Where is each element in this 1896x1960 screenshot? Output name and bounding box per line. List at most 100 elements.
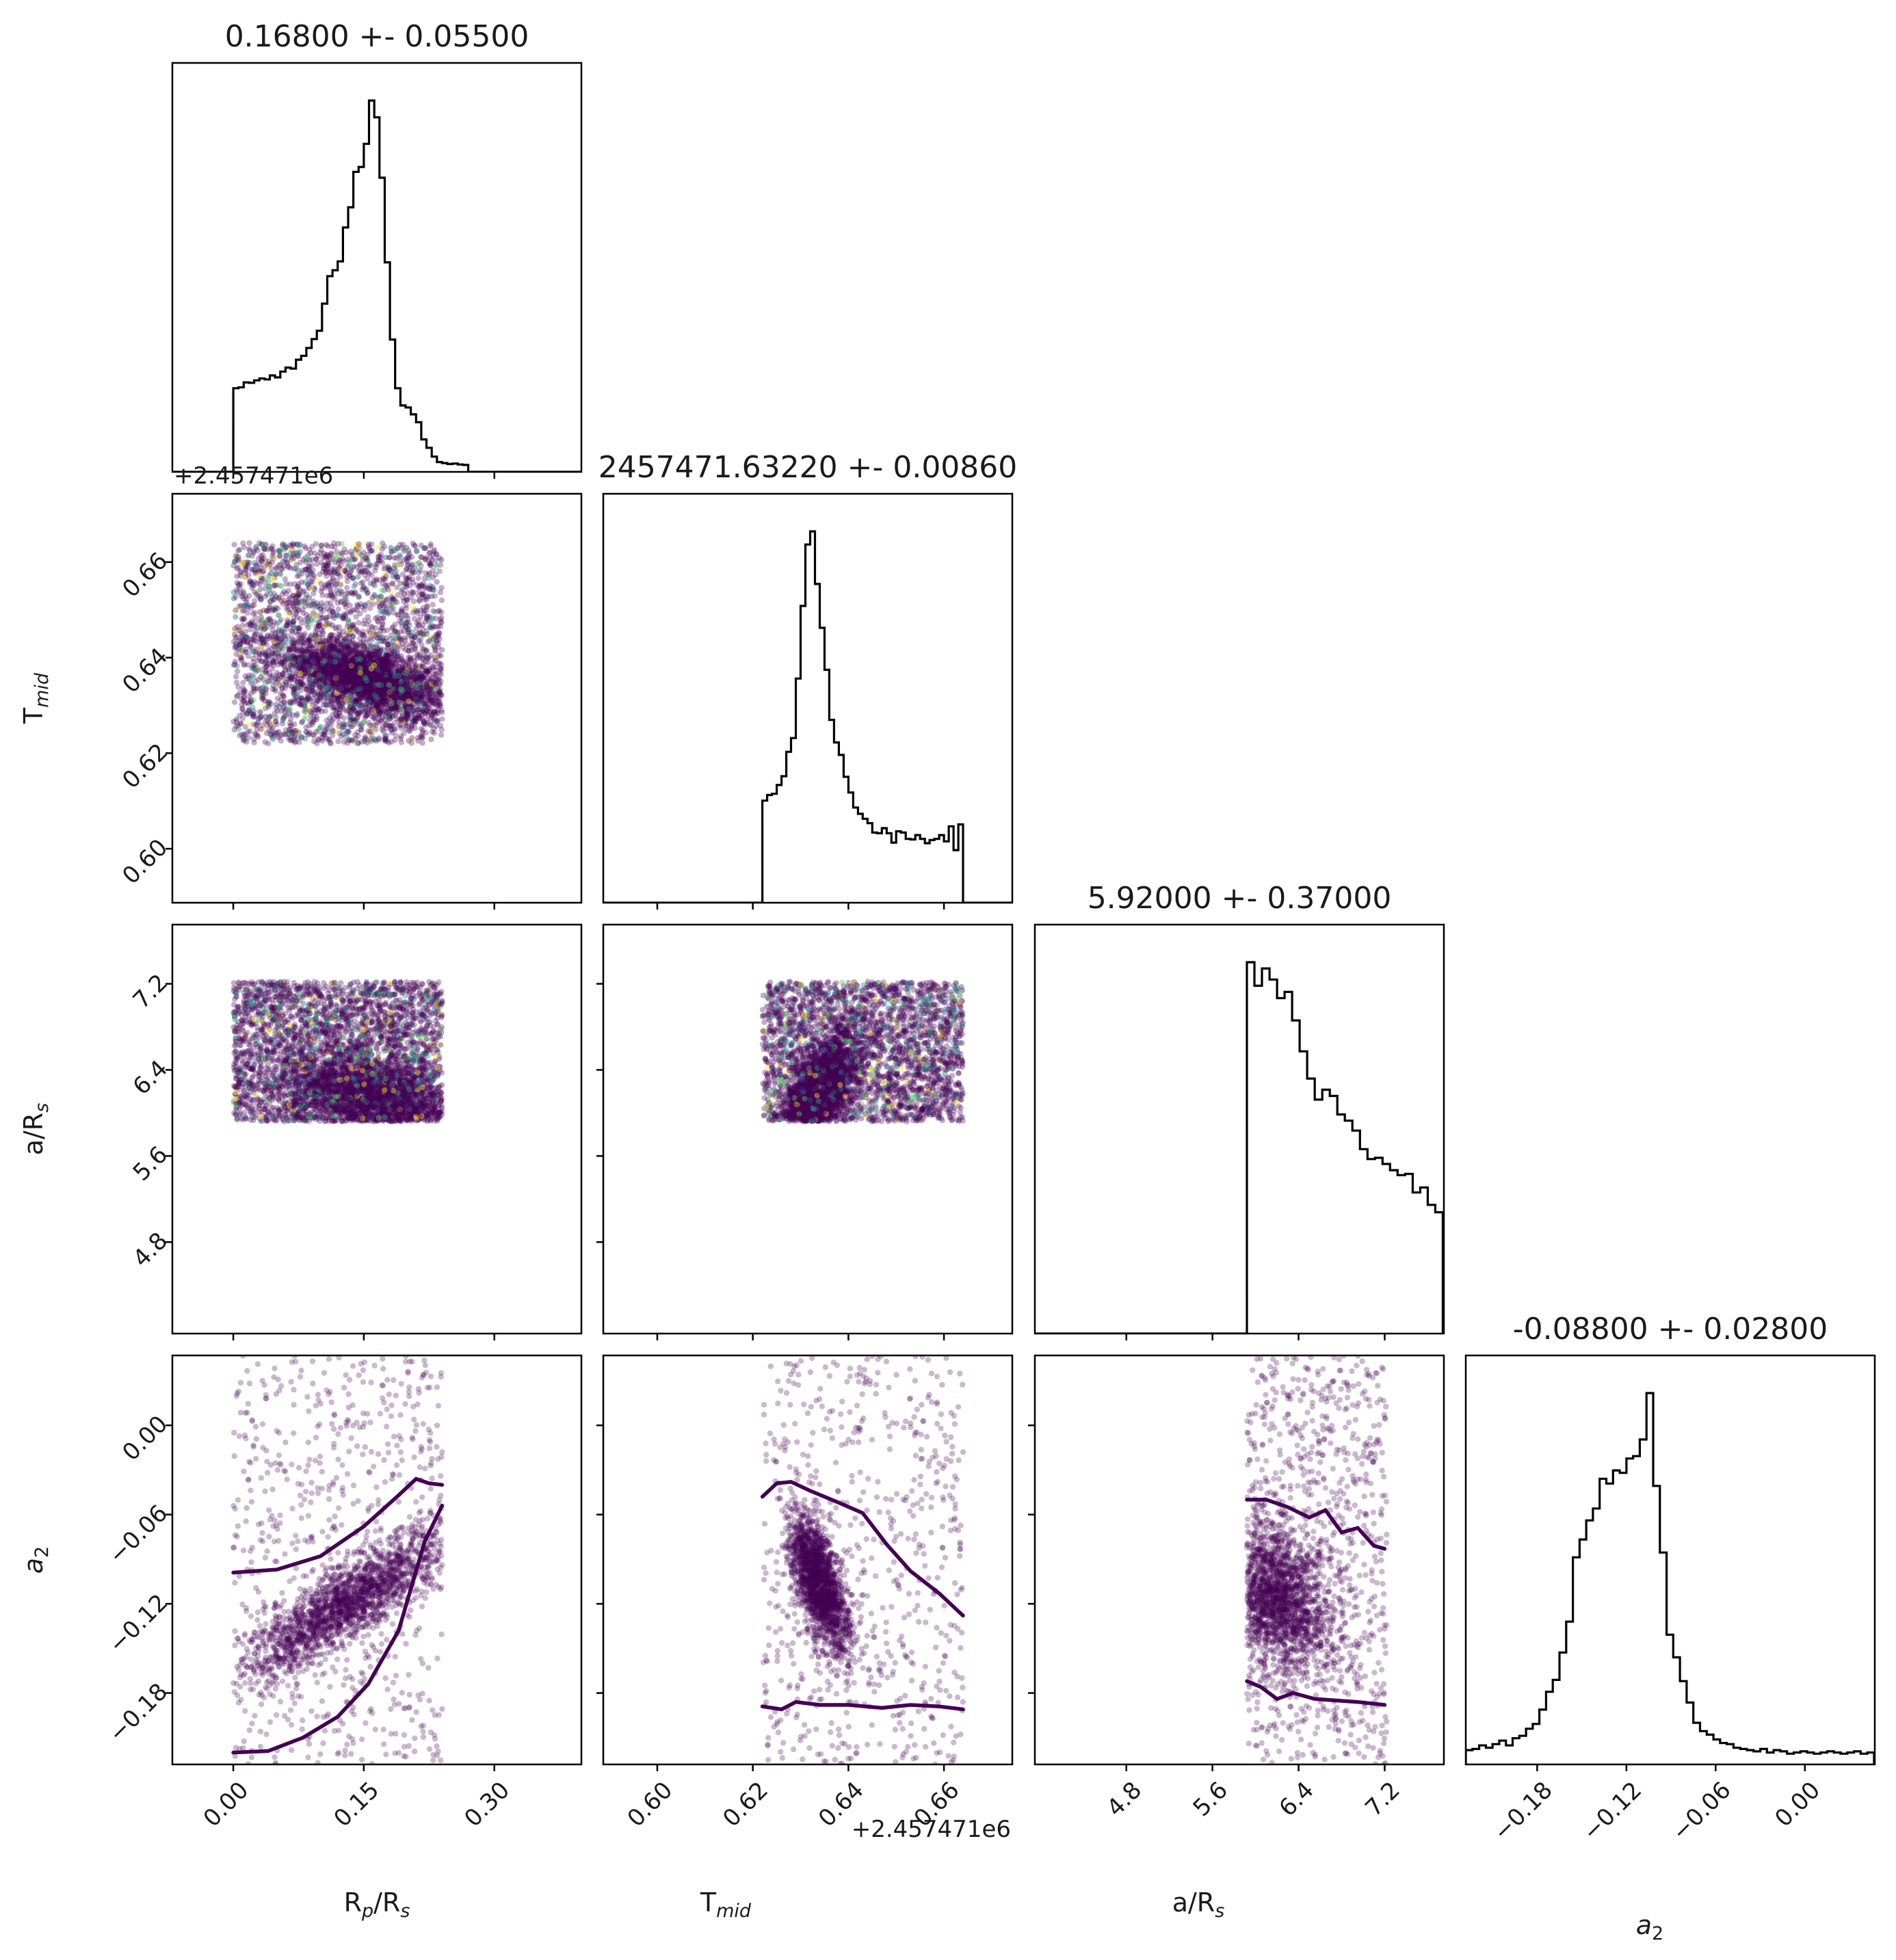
scatter-point xyxy=(291,644,297,650)
scatter-point xyxy=(360,659,366,665)
scatter-point xyxy=(365,673,371,679)
scatter-point xyxy=(319,649,326,656)
scatter-point xyxy=(311,663,317,670)
scatter-point xyxy=(343,671,350,677)
scatter-point xyxy=(286,646,292,652)
scatter-point xyxy=(370,695,377,701)
scatter-point xyxy=(343,686,349,692)
scatter-point xyxy=(311,657,317,663)
scatter-point xyxy=(315,640,321,647)
scatter-point xyxy=(345,664,351,670)
scatter-point xyxy=(372,668,378,674)
scatter-point xyxy=(408,690,414,696)
scatter-point xyxy=(347,651,354,657)
scatter-point xyxy=(345,680,352,686)
scatter-point xyxy=(350,622,357,628)
scatter-point xyxy=(392,704,399,711)
scatter-point xyxy=(334,713,341,719)
scatter-point xyxy=(347,663,353,670)
scatter-point xyxy=(416,712,422,718)
scatter-point xyxy=(376,672,383,679)
scatter-point xyxy=(274,708,281,715)
scatter-point xyxy=(316,672,323,678)
scatter-point xyxy=(367,654,374,661)
scatter-point xyxy=(338,653,345,659)
scatter-point xyxy=(338,667,344,674)
scatter-point xyxy=(326,675,333,681)
scatter-point xyxy=(317,662,324,668)
scatter-point xyxy=(382,712,389,719)
scatter-point xyxy=(393,683,399,690)
scatter-point xyxy=(388,569,395,575)
scatter-point xyxy=(289,667,295,673)
scatter-point xyxy=(319,664,326,670)
scatter-point xyxy=(350,671,356,678)
scatter-point xyxy=(379,602,385,608)
scatter-point xyxy=(431,726,437,732)
scatter-point xyxy=(334,693,340,699)
scatter-point xyxy=(332,667,338,673)
scatter-point xyxy=(360,688,367,694)
scatter-point xyxy=(347,663,354,669)
scatter-point xyxy=(376,672,382,678)
scatter-point xyxy=(251,632,258,638)
scatter-point xyxy=(335,685,341,691)
scatter-point xyxy=(368,681,374,687)
scatter-point xyxy=(368,699,374,705)
scatter-point xyxy=(406,660,412,666)
scatter-point xyxy=(356,697,362,704)
scatter-point xyxy=(403,709,409,716)
scatter-point xyxy=(298,681,304,687)
scatter-point xyxy=(364,693,370,700)
scatter-point xyxy=(308,550,314,556)
scatter-point xyxy=(257,564,264,571)
scatter-point xyxy=(399,680,406,687)
scatter-point xyxy=(404,696,410,702)
scatter-point xyxy=(410,589,417,595)
scatter-point xyxy=(412,683,419,689)
scatter-point xyxy=(354,678,360,685)
scatter-point xyxy=(327,641,334,647)
scatter-point xyxy=(406,644,412,650)
scatter-point xyxy=(419,641,425,648)
scatter-point xyxy=(387,670,393,676)
scatter-point xyxy=(412,678,419,685)
scatter-point xyxy=(357,611,363,617)
scatter-point xyxy=(343,670,349,676)
scatter-point xyxy=(393,710,399,716)
scatter-point xyxy=(412,668,419,674)
scatter-point xyxy=(367,663,373,670)
scatter-point xyxy=(402,696,408,703)
scatter-point xyxy=(397,664,403,670)
scatter-point xyxy=(341,685,347,691)
scatter-point xyxy=(406,648,412,654)
scatter-point xyxy=(319,670,326,677)
scatter-point xyxy=(300,650,306,657)
scatter-point xyxy=(379,587,385,594)
scatter-point xyxy=(343,650,350,657)
scatter-point xyxy=(275,648,281,654)
scatter-point xyxy=(410,568,416,574)
scatter-point xyxy=(289,629,295,635)
scatter-point xyxy=(324,683,330,690)
scatter-point xyxy=(291,663,298,669)
scatter-point xyxy=(391,725,398,732)
scatter-point xyxy=(374,661,380,668)
scatter-point xyxy=(376,650,382,657)
hist-frame-3 xyxy=(1464,1354,1876,1766)
scatter-point xyxy=(417,715,423,721)
scatter-point xyxy=(380,688,386,694)
scatter-point xyxy=(387,678,393,684)
scatter-point xyxy=(341,652,347,658)
scatter-point xyxy=(411,679,417,686)
scatter-point xyxy=(383,676,389,682)
scatter-point xyxy=(358,683,365,689)
scatter-point xyxy=(342,678,348,685)
scatter-point xyxy=(354,676,360,683)
scatter-point xyxy=(335,540,341,547)
scatter-point xyxy=(412,709,418,716)
scatter-point xyxy=(322,637,328,644)
scatter-point xyxy=(380,681,386,687)
scatter-point xyxy=(398,697,404,704)
scatter-point xyxy=(332,663,339,669)
